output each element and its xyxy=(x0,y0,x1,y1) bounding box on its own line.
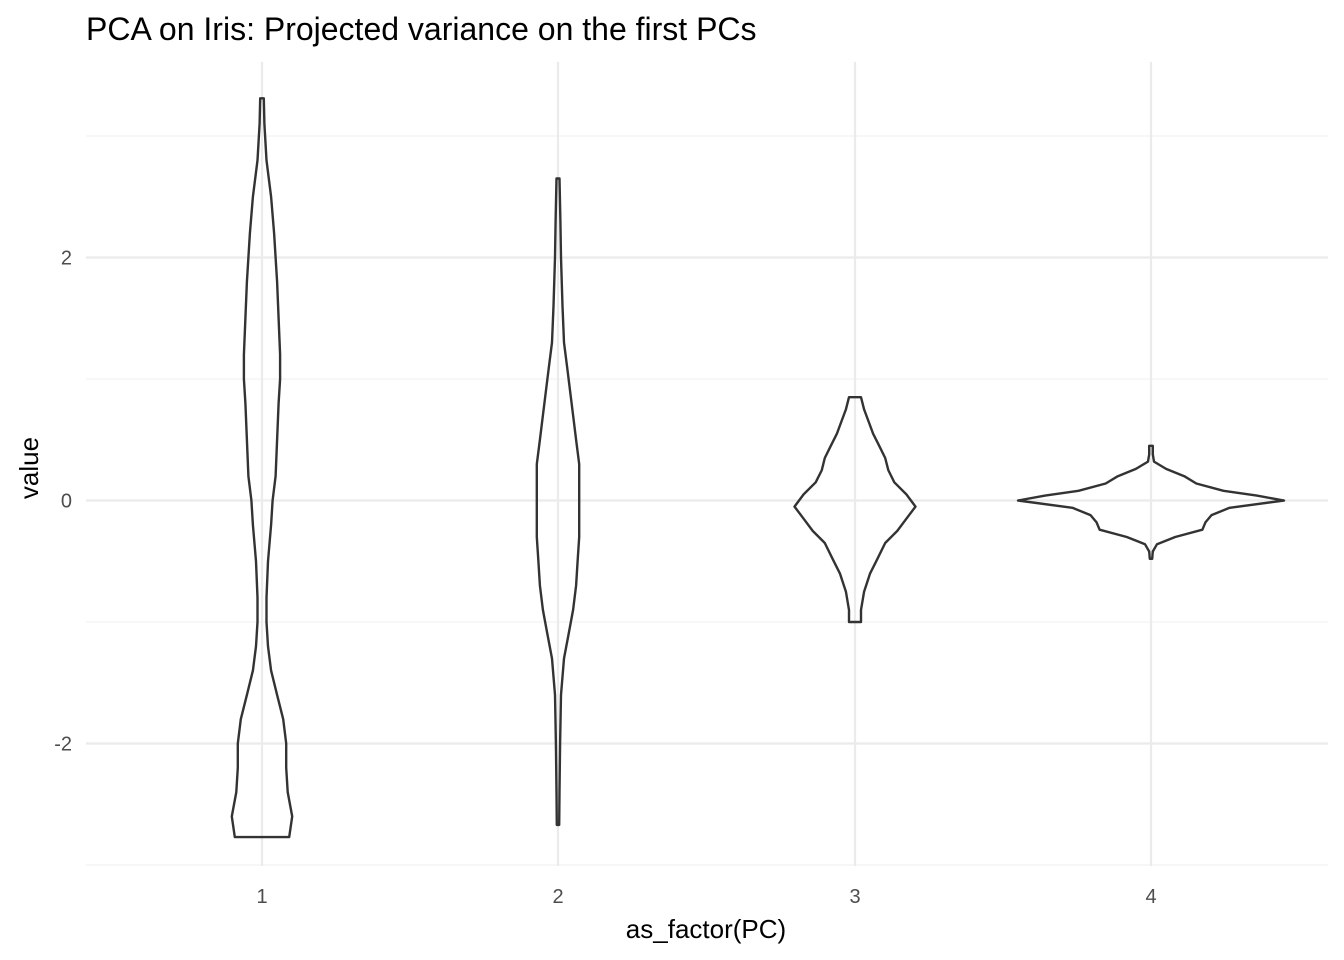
y-tick-label: -2 xyxy=(54,734,72,756)
x-axis-title: as_factor(PC) xyxy=(626,914,786,944)
y-tick-label: 2 xyxy=(61,248,72,270)
violin-pc-1 xyxy=(230,97,294,839)
x-tick-label: 2 xyxy=(552,886,563,908)
violins xyxy=(230,97,1286,839)
x-tick-label: 3 xyxy=(849,886,860,908)
x-axis-ticks: 1 2 3 4 xyxy=(256,886,1156,908)
x-tick-label: 4 xyxy=(1145,886,1156,908)
grid xyxy=(86,62,1328,866)
violin-pc-2 xyxy=(535,177,581,827)
y-tick-label: 0 xyxy=(61,491,72,513)
y-axis-title: value xyxy=(14,437,44,499)
x-tick-label: 1 xyxy=(256,886,267,908)
violin-pc-4 xyxy=(1016,444,1286,560)
y-axis-ticks: -2 0 2 xyxy=(54,248,72,756)
chart-title: PCA on Iris: Projected variance on the f… xyxy=(86,11,757,47)
violin-pc-3 xyxy=(793,396,917,624)
